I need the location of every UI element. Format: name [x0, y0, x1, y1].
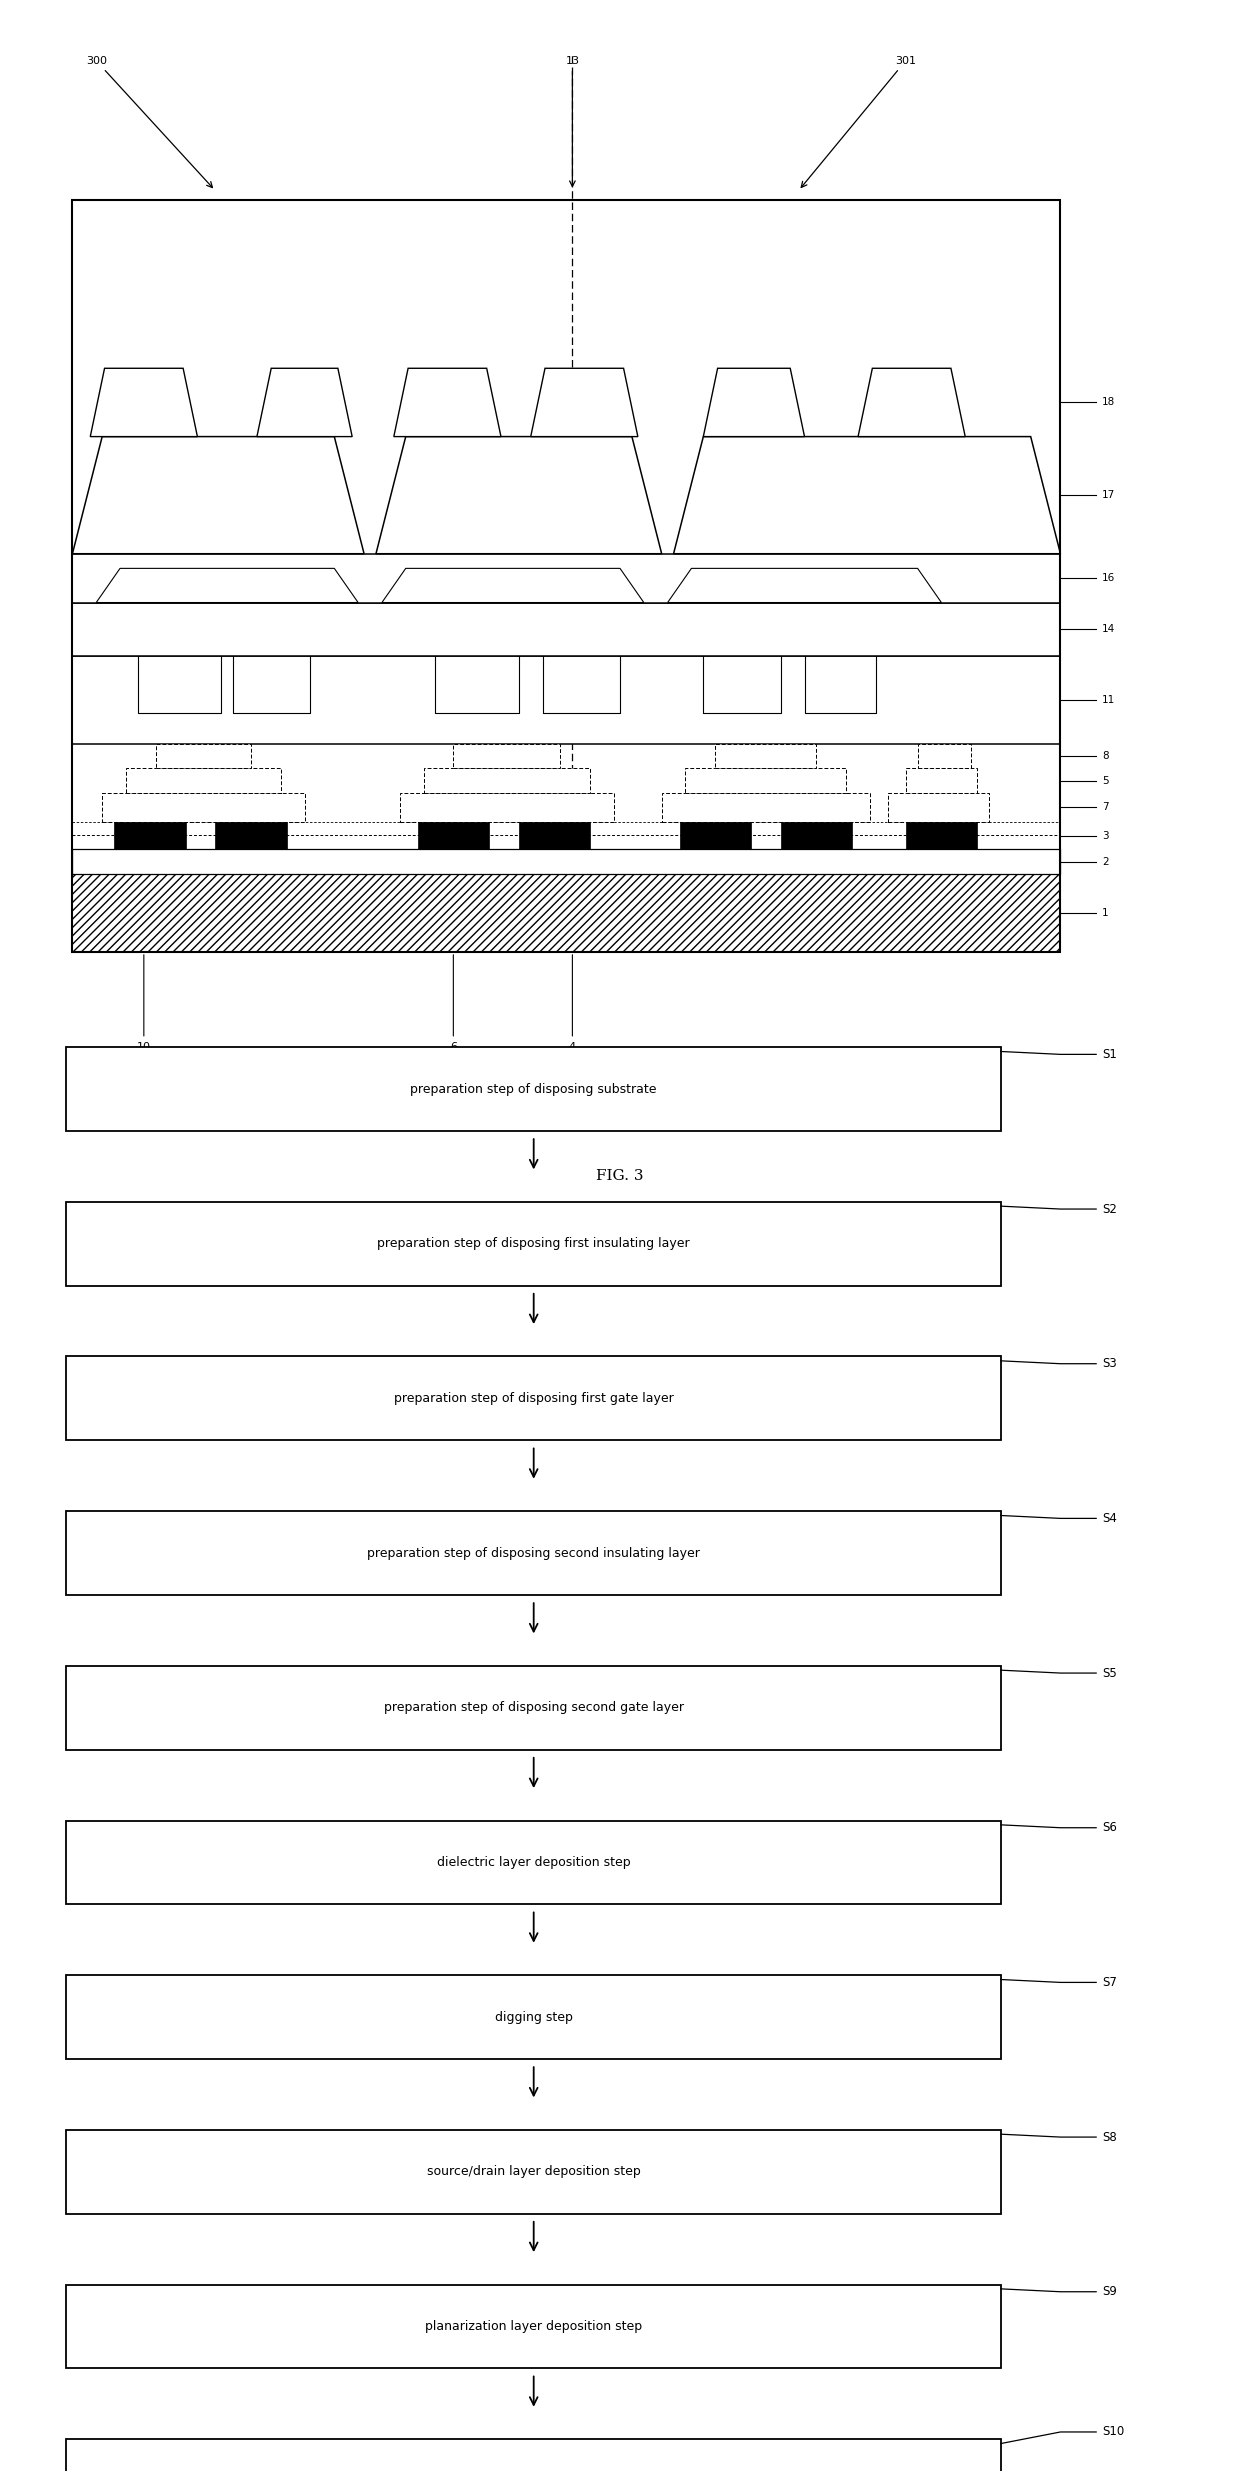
Bar — [888, 793, 990, 823]
Bar — [905, 823, 977, 850]
Bar — [905, 768, 977, 793]
Bar — [67, 1048, 1001, 1132]
Bar — [72, 875, 1060, 951]
Polygon shape — [703, 368, 805, 437]
Bar — [72, 554, 1060, 603]
Text: S6: S6 — [1102, 1821, 1117, 1833]
Text: preparation step of disposing second gate layer: preparation step of disposing second gat… — [383, 1700, 683, 1715]
Text: digging step: digging step — [495, 2011, 573, 2024]
Bar — [67, 1665, 1001, 1749]
Bar — [686, 768, 846, 793]
Bar — [518, 823, 590, 850]
Text: 301: 301 — [801, 57, 916, 188]
Bar — [67, 1974, 1001, 2058]
Text: 1: 1 — [1102, 907, 1109, 917]
Text: 10: 10 — [136, 954, 151, 1053]
Bar — [72, 850, 1060, 875]
Bar — [72, 200, 1060, 951]
Bar — [662, 793, 870, 823]
Bar — [67, 1821, 1001, 1905]
Text: 300: 300 — [86, 57, 212, 188]
Bar — [156, 744, 250, 768]
Text: preparation step of disposing second insulating layer: preparation step of disposing second ins… — [367, 1547, 701, 1559]
Text: preparation step of disposing first gate layer: preparation step of disposing first gate… — [394, 1391, 673, 1406]
Text: 3: 3 — [1102, 830, 1109, 840]
Text: S3: S3 — [1102, 1357, 1117, 1371]
Bar — [67, 1357, 1001, 1441]
Bar — [216, 823, 286, 850]
Bar — [418, 823, 489, 850]
Text: 11: 11 — [1102, 694, 1115, 704]
Text: S9: S9 — [1102, 2286, 1117, 2298]
Text: S10: S10 — [1102, 2427, 1125, 2439]
Text: S2: S2 — [1102, 1203, 1117, 1216]
Text: S1: S1 — [1102, 1048, 1117, 1060]
Polygon shape — [531, 368, 637, 437]
Text: 14: 14 — [1102, 625, 1115, 635]
Text: 2: 2 — [1102, 857, 1109, 867]
Text: S8: S8 — [1102, 2130, 1117, 2142]
Bar — [114, 823, 186, 850]
Polygon shape — [858, 368, 965, 437]
Text: dielectric layer deposition step: dielectric layer deposition step — [436, 1856, 630, 1868]
Text: S4: S4 — [1102, 1512, 1117, 1525]
Bar — [424, 768, 590, 793]
Bar — [454, 744, 560, 768]
Polygon shape — [382, 568, 644, 603]
Polygon shape — [72, 437, 365, 554]
Polygon shape — [257, 368, 352, 437]
Text: 16: 16 — [1102, 573, 1115, 583]
Text: 13: 13 — [565, 57, 579, 185]
Text: 5: 5 — [1102, 776, 1109, 786]
Text: FIG. 3: FIG. 3 — [596, 1169, 644, 1184]
Bar — [67, 1512, 1001, 1594]
Bar — [102, 793, 305, 823]
Text: preparation step of disposing first insulating layer: preparation step of disposing first insu… — [377, 1238, 689, 1250]
Bar — [67, 2286, 1001, 2367]
Bar — [715, 744, 816, 768]
Text: S7: S7 — [1102, 1977, 1117, 1989]
Polygon shape — [97, 568, 358, 603]
Text: 8: 8 — [1102, 751, 1109, 761]
Polygon shape — [394, 368, 501, 437]
Polygon shape — [667, 568, 941, 603]
Bar — [72, 657, 1060, 744]
Text: 18: 18 — [1102, 398, 1115, 408]
Bar — [67, 2130, 1001, 2214]
Text: 4: 4 — [569, 954, 575, 1053]
Text: S5: S5 — [1102, 1665, 1117, 1680]
Text: planarization layer deposition step: planarization layer deposition step — [425, 2320, 642, 2333]
Bar — [67, 2439, 1001, 2471]
Bar — [680, 823, 751, 850]
Bar — [67, 1201, 1001, 1285]
Text: preparation step of disposing substrate: preparation step of disposing substrate — [410, 1082, 657, 1095]
Text: 17: 17 — [1102, 489, 1115, 499]
Bar — [399, 793, 614, 823]
Polygon shape — [91, 368, 197, 437]
Text: source/drain layer deposition step: source/drain layer deposition step — [427, 2165, 641, 2179]
Bar — [781, 823, 852, 850]
Bar — [918, 744, 971, 768]
Polygon shape — [673, 437, 1060, 554]
Polygon shape — [376, 437, 662, 554]
Bar — [72, 603, 1060, 657]
Text: 7: 7 — [1102, 803, 1109, 813]
Bar — [126, 768, 280, 793]
Text: 6: 6 — [450, 954, 456, 1053]
